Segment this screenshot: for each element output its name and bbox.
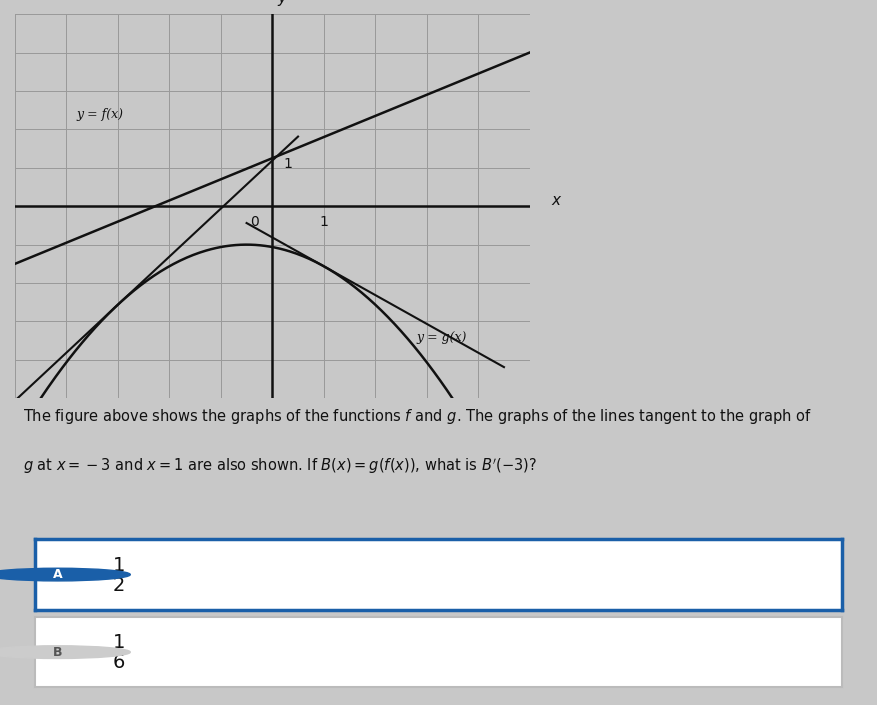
Text: $-\dfrac{1}{6}$: $-\dfrac{1}{6}$ [96,633,126,671]
Text: B: B [53,646,62,658]
Text: 0: 0 [250,214,259,228]
Text: A: A [53,568,62,581]
Circle shape [0,646,131,658]
Text: The figure above shows the graphs of the functions $f$ and $g$. The graphs of th: The figure above shows the graphs of the… [24,407,813,427]
Text: y = f(x): y = f(x) [76,108,124,121]
Circle shape [0,568,131,581]
Text: $-\dfrac{1}{2}$: $-\dfrac{1}{2}$ [96,556,126,594]
Text: 1: 1 [283,157,292,171]
Text: y: y [277,0,286,6]
Text: 1: 1 [319,214,328,228]
Text: y = g(x): y = g(x) [417,331,467,344]
Text: x: x [551,193,560,208]
Text: $g$ at $x=-3$ and $x=1$ are also shown. If $B\left(x\right)=g\left(f\left(x\righ: $g$ at $x=-3$ and $x=1$ are also shown. … [24,456,538,476]
